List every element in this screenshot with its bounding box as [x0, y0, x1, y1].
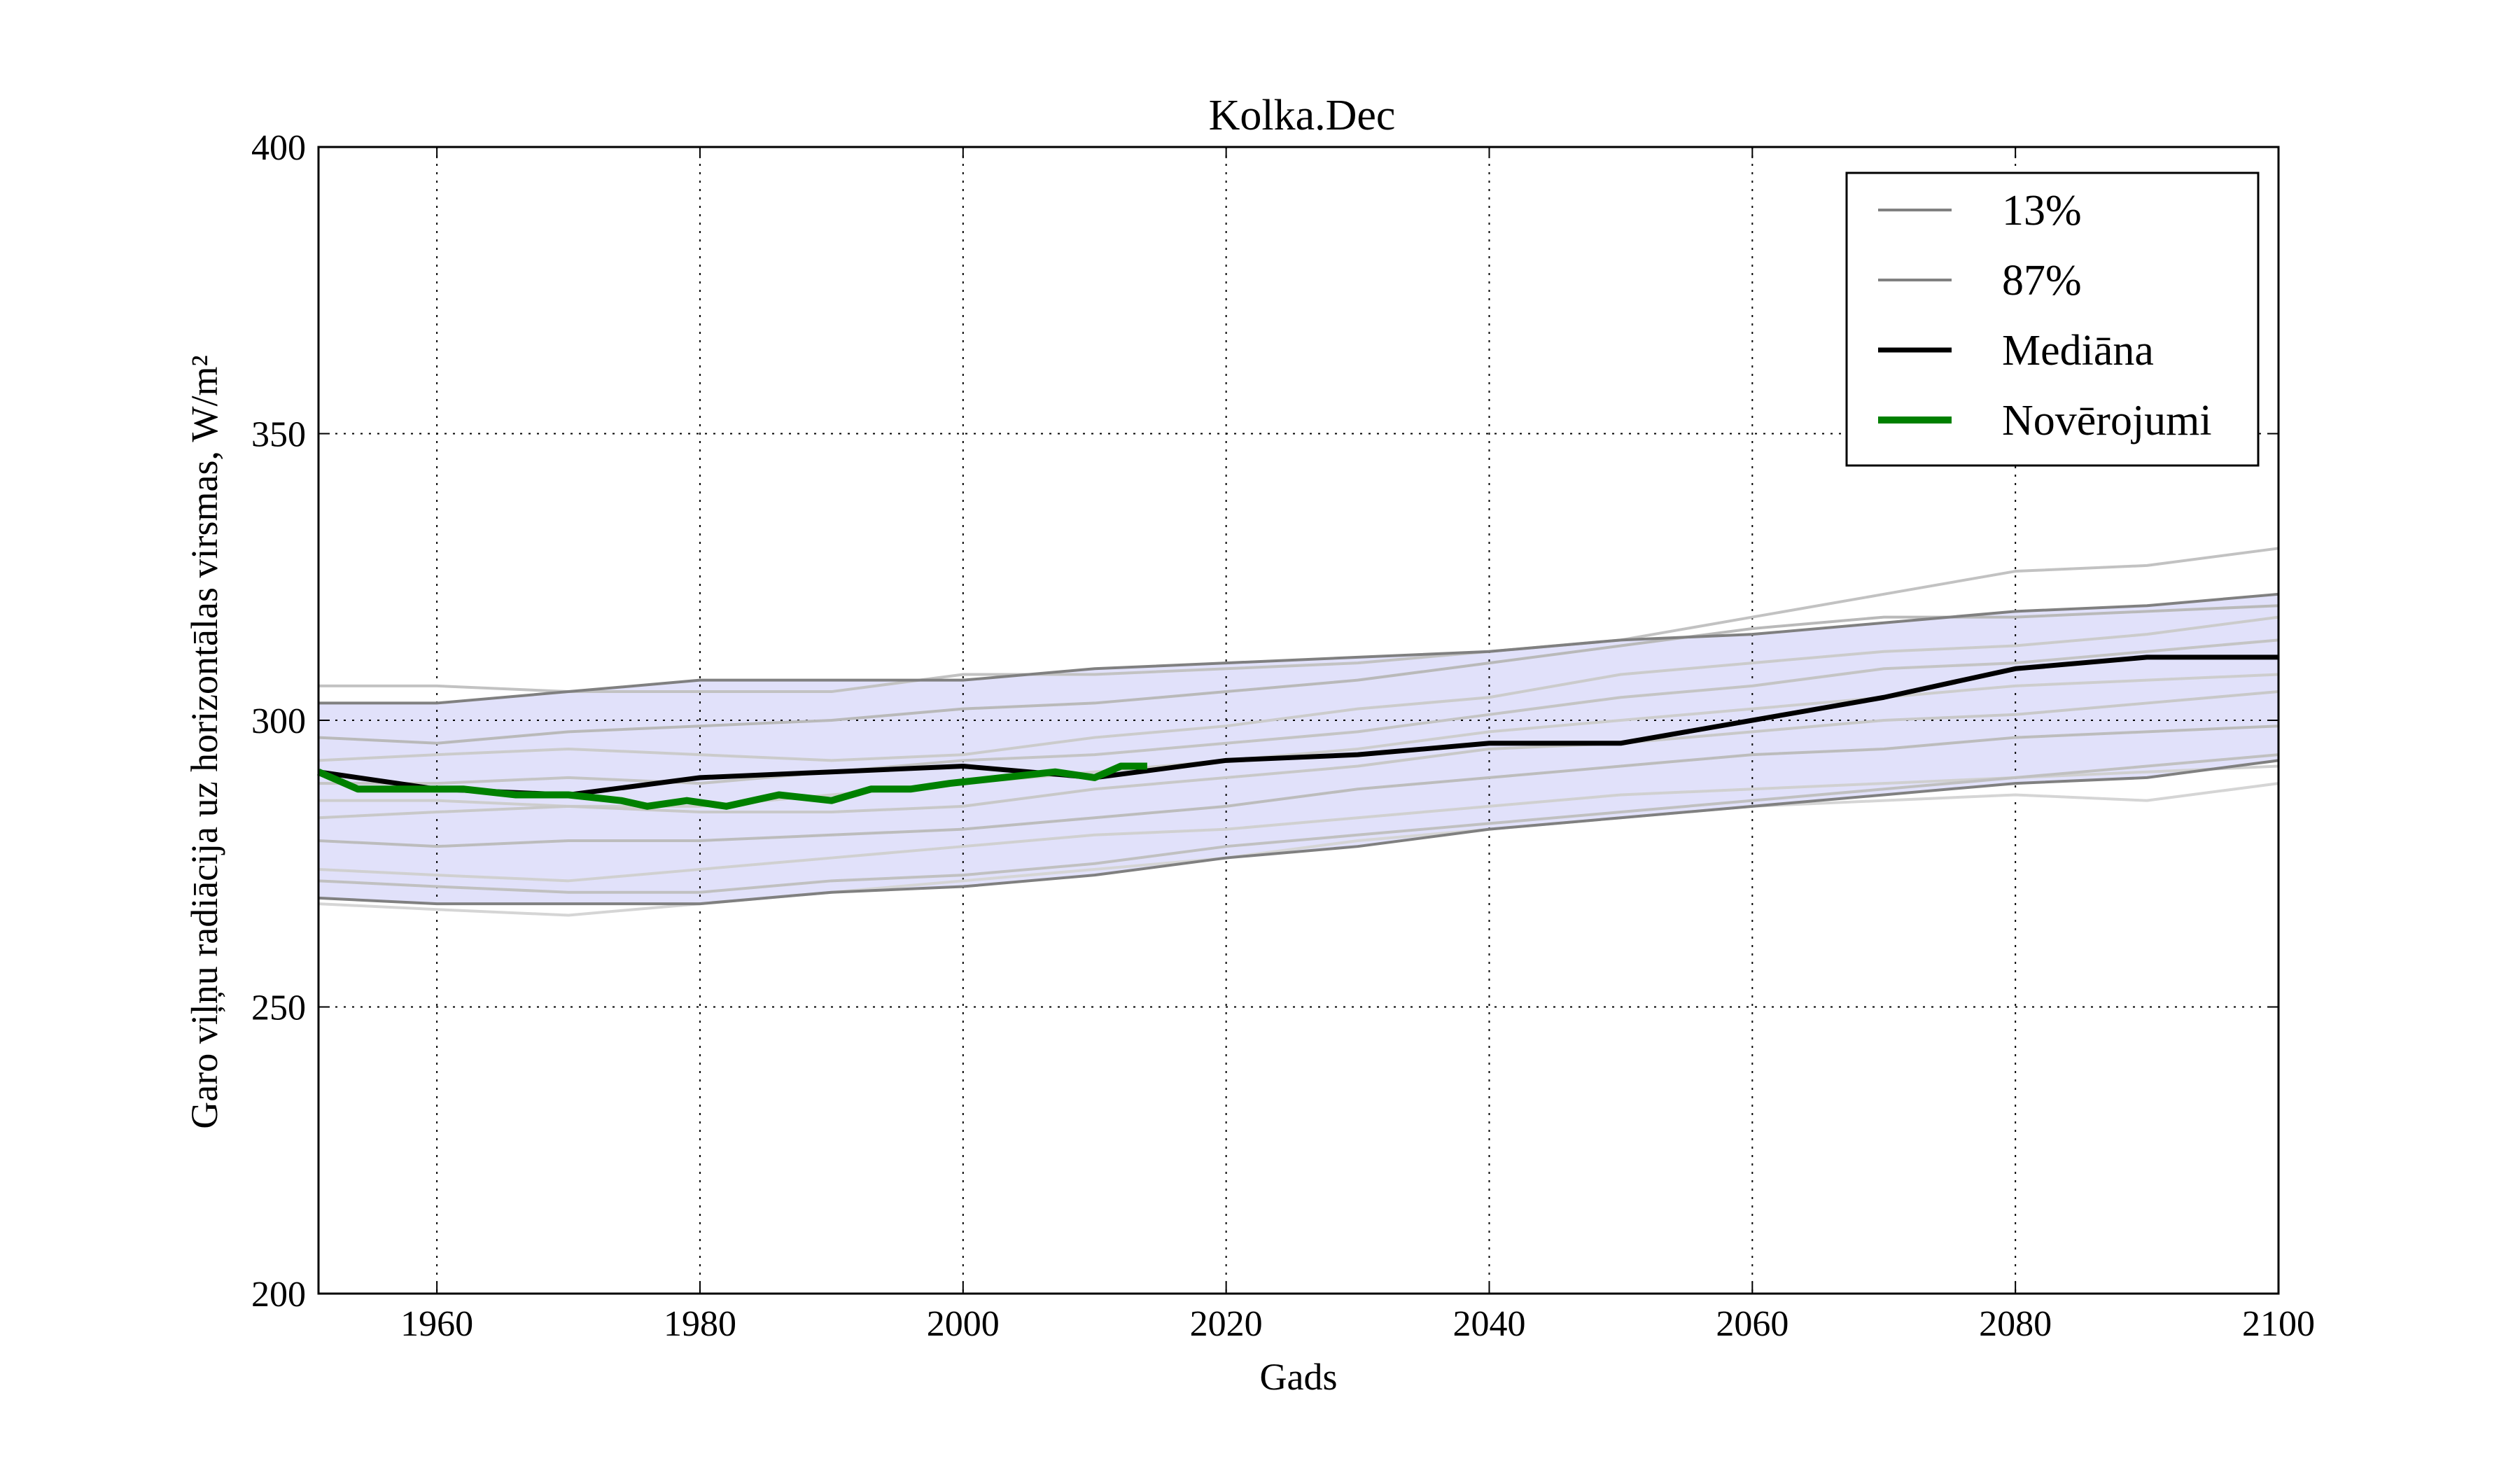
members-layer [318, 547, 2279, 917]
y-axis-label: Garo viļņu radiācija uz horizontālas vir… [183, 355, 225, 1128]
legend-label: 13% [2002, 187, 2082, 234]
ensemble-member-line [318, 764, 2279, 883]
y-tick-label: 300 [251, 701, 306, 741]
chart-title: Kolka.Dec [1209, 92, 1396, 139]
x-tick-label: 1980 [664, 1304, 736, 1344]
ensemble-member-line [318, 638, 2279, 785]
x-tick-label: 2020 [1190, 1304, 1263, 1344]
series-observations-line [317, 762, 1147, 810]
series-layer [317, 592, 2279, 906]
y-tick-label: 350 [251, 415, 306, 455]
ensemble-member-line [318, 615, 2279, 762]
legend-label: 87% [2002, 257, 2082, 304]
x-tick-label: 1960 [400, 1304, 473, 1344]
ensemble-member-line [318, 753, 2279, 894]
band-layer [318, 594, 2278, 904]
ticks-layer: 1960 1980 2000 2020 2040 2060 2080 2100 200 250 30… [251, 128, 2315, 1344]
y-tick-label: 400 [251, 128, 306, 168]
legend-label: Novērojumi [2002, 397, 2212, 444]
x-tick-label: 2000 [927, 1304, 1000, 1344]
series-13-percent-line [318, 759, 2279, 906]
x-tick-label: 2040 [1452, 1304, 1525, 1344]
legend: 13% 87% Mediāna Novērojumi [1845, 172, 2260, 467]
ensemble-member-line [318, 690, 2279, 820]
ensemble-member-line [318, 724, 2279, 848]
x-tick-label: 2060 [1716, 1304, 1788, 1344]
legend-label: Mediāna [2002, 327, 2154, 374]
x-tick-label: 2100 [2242, 1304, 2315, 1344]
x-tick-label: 2080 [1979, 1304, 2052, 1344]
ensemble-member-line [318, 782, 2279, 917]
ensemble-member-line [318, 547, 2279, 694]
y-tick-label: 250 [251, 988, 306, 1028]
series-median-line [318, 654, 2278, 797]
x-axis-label: Gads [1260, 1356, 1338, 1398]
y-tick-label: 200 [251, 1275, 306, 1315]
percentile-band [318, 594, 2278, 904]
series-87-percent-line [318, 592, 2279, 705]
